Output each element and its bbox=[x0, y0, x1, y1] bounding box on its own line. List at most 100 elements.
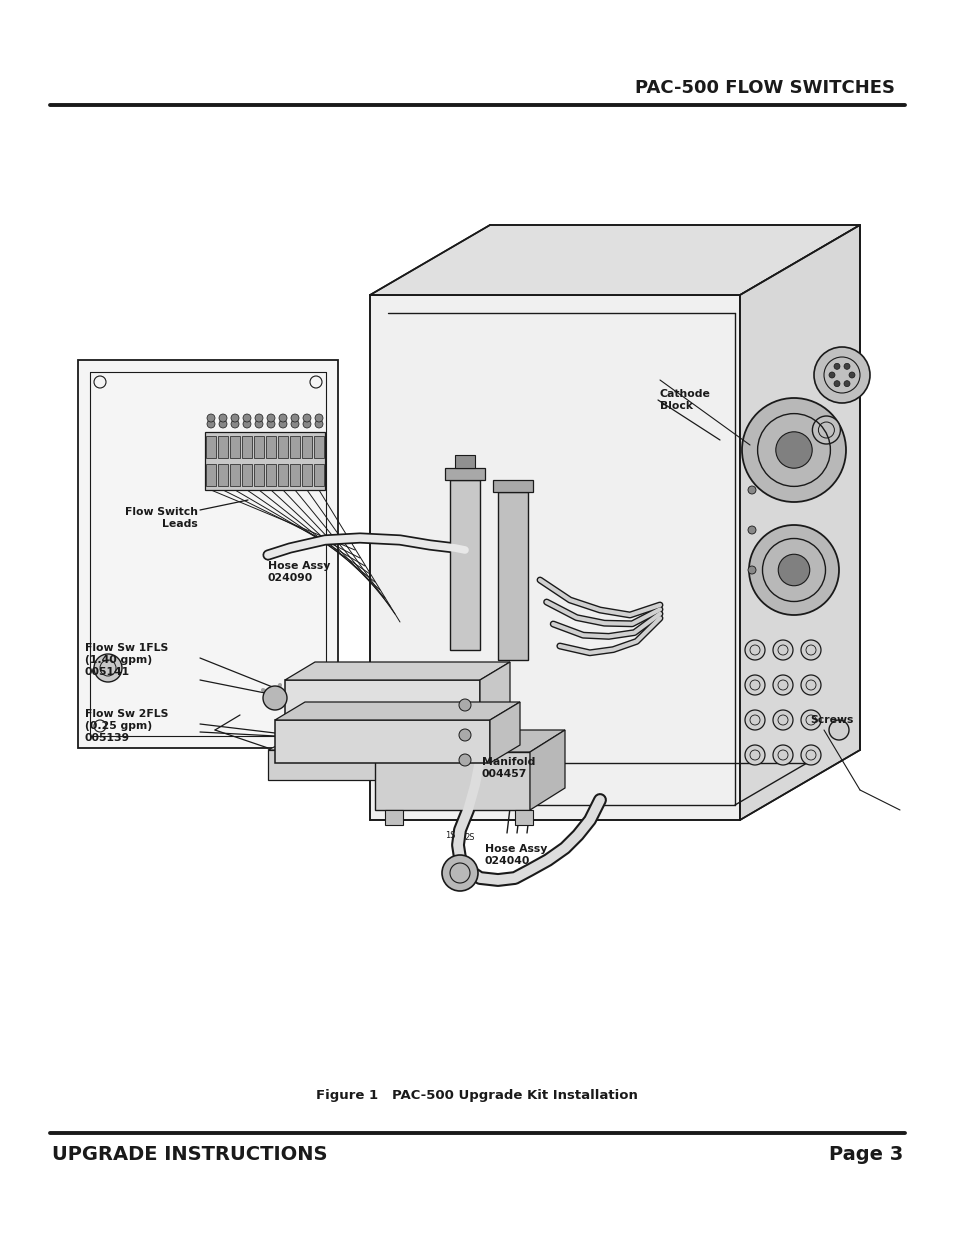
Circle shape bbox=[772, 640, 792, 659]
Circle shape bbox=[278, 420, 287, 429]
Polygon shape bbox=[515, 810, 533, 825]
Polygon shape bbox=[277, 436, 288, 458]
Text: Figure 1   PAC-500 Upgrade Kit Installation: Figure 1 PAC-500 Upgrade Kit Installatio… bbox=[315, 1088, 638, 1102]
Text: Page 3: Page 3 bbox=[828, 1146, 902, 1165]
Text: Screws: Screws bbox=[809, 715, 853, 725]
Circle shape bbox=[291, 414, 298, 422]
Polygon shape bbox=[268, 750, 510, 781]
Polygon shape bbox=[314, 436, 324, 458]
Polygon shape bbox=[375, 752, 530, 810]
Circle shape bbox=[748, 525, 838, 615]
Polygon shape bbox=[277, 464, 288, 487]
Circle shape bbox=[747, 566, 755, 574]
Text: Flow Sw 2FLS
(0.25 gpm)
005139: Flow Sw 2FLS (0.25 gpm) 005139 bbox=[85, 709, 168, 743]
Polygon shape bbox=[266, 464, 275, 487]
Polygon shape bbox=[314, 464, 324, 487]
Circle shape bbox=[243, 414, 251, 422]
Circle shape bbox=[801, 676, 821, 695]
Polygon shape bbox=[242, 464, 252, 487]
Circle shape bbox=[744, 640, 764, 659]
Text: 2S: 2S bbox=[464, 832, 475, 842]
Circle shape bbox=[843, 380, 849, 387]
Circle shape bbox=[267, 414, 274, 422]
Circle shape bbox=[254, 420, 263, 429]
Circle shape bbox=[778, 555, 809, 585]
Circle shape bbox=[303, 420, 311, 429]
Circle shape bbox=[219, 420, 227, 429]
Polygon shape bbox=[444, 468, 484, 480]
Circle shape bbox=[314, 414, 323, 422]
Circle shape bbox=[772, 710, 792, 730]
Circle shape bbox=[843, 363, 849, 369]
Circle shape bbox=[801, 640, 821, 659]
Text: Flow Switch
Leads: Flow Switch Leads bbox=[125, 506, 198, 530]
Circle shape bbox=[94, 655, 122, 682]
Circle shape bbox=[744, 676, 764, 695]
Circle shape bbox=[828, 372, 834, 378]
Circle shape bbox=[278, 414, 287, 422]
Text: Manifold
004457: Manifold 004457 bbox=[481, 757, 535, 779]
Polygon shape bbox=[218, 436, 228, 458]
Circle shape bbox=[254, 414, 263, 422]
Text: 3TB: 3TB bbox=[207, 448, 230, 458]
Polygon shape bbox=[740, 225, 859, 820]
Circle shape bbox=[812, 416, 840, 445]
Polygon shape bbox=[230, 464, 240, 487]
Polygon shape bbox=[455, 454, 475, 468]
Polygon shape bbox=[285, 680, 479, 725]
Polygon shape bbox=[266, 436, 275, 458]
Circle shape bbox=[833, 363, 840, 369]
Polygon shape bbox=[285, 662, 510, 680]
Circle shape bbox=[207, 414, 214, 422]
Circle shape bbox=[848, 372, 854, 378]
Text: UPGRADE INSTRUCTIONS: UPGRADE INSTRUCTIONS bbox=[52, 1146, 327, 1165]
Circle shape bbox=[267, 420, 274, 429]
Circle shape bbox=[458, 729, 471, 741]
Circle shape bbox=[741, 398, 845, 501]
Circle shape bbox=[813, 347, 869, 403]
Polygon shape bbox=[302, 436, 312, 458]
Polygon shape bbox=[218, 464, 228, 487]
Text: Hose Assy
024040: Hose Assy 024040 bbox=[484, 844, 547, 866]
Circle shape bbox=[772, 676, 792, 695]
Text: PAC-500 FLOW SWITCHES: PAC-500 FLOW SWITCHES bbox=[635, 79, 894, 98]
Polygon shape bbox=[475, 704, 499, 724]
Circle shape bbox=[747, 487, 755, 494]
Polygon shape bbox=[253, 464, 264, 487]
Text: Cathode
Block: Cathode Block bbox=[659, 389, 710, 411]
Polygon shape bbox=[493, 480, 533, 492]
Circle shape bbox=[243, 420, 251, 429]
Circle shape bbox=[263, 685, 287, 710]
Text: Flow Sw 1FLS
(1.40 gpm)
005141: Flow Sw 1FLS (1.40 gpm) 005141 bbox=[85, 642, 168, 678]
Polygon shape bbox=[444, 680, 470, 700]
Circle shape bbox=[772, 745, 792, 764]
Polygon shape bbox=[490, 701, 519, 763]
Circle shape bbox=[747, 526, 755, 534]
Polygon shape bbox=[479, 662, 510, 725]
Circle shape bbox=[291, 420, 298, 429]
Circle shape bbox=[231, 420, 239, 429]
Circle shape bbox=[231, 414, 239, 422]
Polygon shape bbox=[459, 692, 484, 713]
Circle shape bbox=[833, 380, 840, 387]
Polygon shape bbox=[290, 436, 299, 458]
Circle shape bbox=[441, 855, 477, 890]
Polygon shape bbox=[274, 701, 519, 720]
Polygon shape bbox=[530, 730, 564, 810]
Text: 1S: 1S bbox=[444, 831, 455, 840]
Polygon shape bbox=[253, 436, 264, 458]
Circle shape bbox=[744, 710, 764, 730]
Polygon shape bbox=[450, 480, 479, 650]
Polygon shape bbox=[78, 359, 337, 748]
Polygon shape bbox=[370, 295, 740, 820]
Polygon shape bbox=[268, 735, 539, 750]
Circle shape bbox=[458, 699, 471, 711]
Polygon shape bbox=[206, 464, 215, 487]
Circle shape bbox=[744, 745, 764, 764]
Circle shape bbox=[207, 420, 214, 429]
Polygon shape bbox=[274, 720, 490, 763]
Polygon shape bbox=[370, 225, 859, 295]
Polygon shape bbox=[242, 436, 252, 458]
Polygon shape bbox=[375, 730, 564, 752]
Polygon shape bbox=[385, 810, 402, 825]
